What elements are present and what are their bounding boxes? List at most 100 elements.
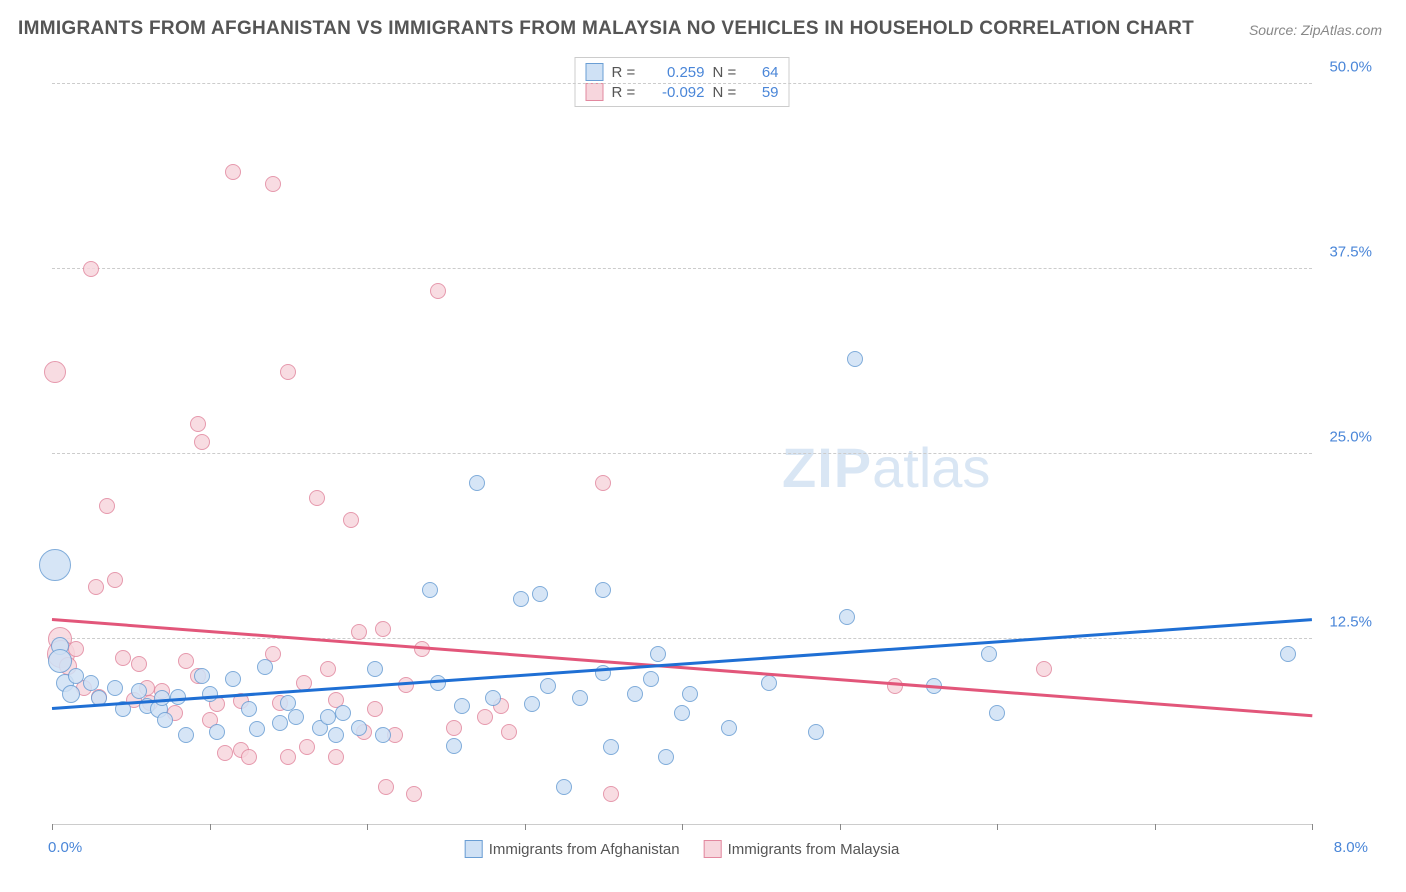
data-point [422,582,438,598]
y-tick-label: 50.0% [1329,58,1372,75]
data-point [454,698,470,714]
data-point [627,686,643,702]
data-point [989,705,1005,721]
data-point [280,364,296,380]
data-point [241,701,257,717]
data-point [446,720,462,736]
legend-item: Immigrants from Afghanistan [465,840,680,858]
data-point [658,749,674,765]
data-point [249,721,265,737]
data-point [351,624,367,640]
watermark-atlas: atlas [872,436,990,499]
data-point [39,549,71,581]
data-point [981,646,997,662]
data-point [225,164,241,180]
legend-label: Immigrants from Afghanistan [489,841,680,858]
data-point [540,678,556,694]
stats-row: R =0.259N =64 [586,62,779,82]
chart-title: IMMIGRANTS FROM AFGHANISTAN VS IMMIGRANT… [18,18,1194,40]
data-point [595,582,611,598]
data-point [351,720,367,736]
data-point [721,720,737,736]
data-point [299,739,315,755]
data-point [280,695,296,711]
data-point [320,709,336,725]
data-point [328,749,344,765]
stats-row: R =-0.092N =59 [586,82,779,102]
watermark-zip: ZIP [782,436,872,499]
data-point [343,512,359,528]
data-point [309,490,325,506]
stat-n-label: N = [713,84,743,101]
y-tick-label: 25.0% [1329,428,1372,445]
data-point [501,724,517,740]
watermark: ZIPatlas [782,435,990,500]
data-point [131,656,147,672]
x-tick [997,824,998,830]
data-point [524,696,540,712]
stat-r-label: R = [612,64,642,81]
data-point [288,709,304,725]
data-point [595,475,611,491]
data-point [603,786,619,802]
data-point [643,671,659,687]
data-point [44,361,66,383]
data-point [572,690,588,706]
data-point [556,779,572,795]
data-point [477,709,493,725]
data-point [68,668,84,684]
data-point [674,705,690,721]
data-point [808,724,824,740]
data-point [375,727,391,743]
y-tick-label: 12.5% [1329,613,1372,630]
gridline [52,83,1312,84]
data-point [62,685,80,703]
data-point [88,579,104,595]
y-tick-label: 37.5% [1329,243,1372,260]
data-point [194,668,210,684]
stat-n-label: N = [713,64,743,81]
data-point [217,745,233,761]
data-point [225,671,241,687]
data-point [157,712,173,728]
data-point [1280,646,1296,662]
x-tick [52,824,53,830]
data-point [335,705,351,721]
data-point [887,678,903,694]
data-point [485,690,501,706]
data-point [48,649,72,673]
data-point [328,727,344,743]
x-tick [682,824,683,830]
x-tick [210,824,211,830]
data-point [257,659,273,675]
data-point [532,586,548,602]
data-point [178,653,194,669]
data-point [367,701,383,717]
legend-swatch [586,83,604,101]
data-point [190,416,206,432]
x-axis-max-label: 8.0% [1334,839,1368,856]
data-point [682,686,698,702]
gridline [52,268,1312,269]
x-tick [1312,824,1313,830]
legend: Immigrants from Afghanistan Immigrants fr… [465,840,900,858]
data-point [446,738,462,754]
data-point [414,641,430,657]
legend-swatch [586,63,604,81]
gridline [52,638,1312,639]
stat-r-value: -0.092 [650,84,705,101]
legend-swatch [704,840,722,858]
data-point [406,786,422,802]
data-point [375,621,391,637]
x-tick [1155,824,1156,830]
data-point [513,591,529,607]
x-axis-min-label: 0.0% [48,839,82,856]
x-tick [840,824,841,830]
legend-item: Immigrants from Malaysia [704,840,900,858]
data-point [280,749,296,765]
data-point [241,749,257,765]
data-point [131,683,147,699]
data-point [265,176,281,192]
data-point [107,572,123,588]
data-point [378,779,394,795]
